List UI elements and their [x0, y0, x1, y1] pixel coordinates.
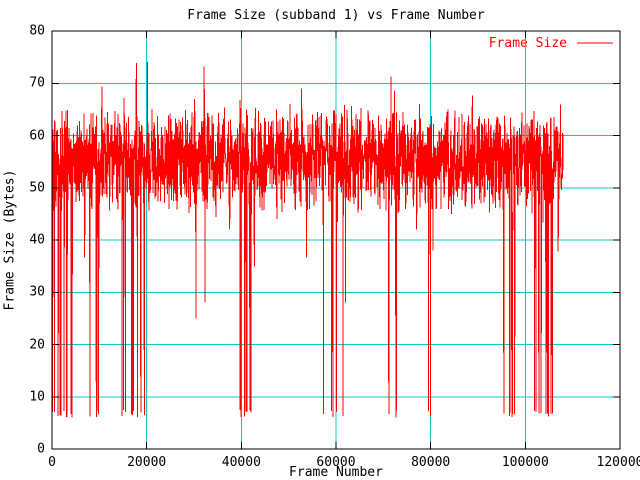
x-tick-label: 100000: [501, 455, 549, 470]
x-tick-label: 60000: [316, 455, 356, 470]
x-axis-label: Frame Number: [289, 465, 383, 480]
y-tick-label: 30: [29, 284, 45, 300]
x-tick-label: 0: [48, 455, 56, 470]
x-tick-label: 40000: [221, 455, 261, 470]
axis-ticks: [51, 30, 621, 450]
y-tick-label: 80: [29, 23, 45, 39]
chart-title: Frame Size (subband 1) vs Frame Number: [187, 8, 485, 23]
y-tick-label: 40: [29, 232, 45, 248]
y-tick-label: 70: [29, 75, 45, 91]
x-tick-label: 80000: [411, 455, 451, 470]
legend-label: Frame Size: [488, 36, 567, 51]
x-tick-label: 20000: [127, 455, 167, 470]
y-tick-label: 20: [29, 337, 45, 352]
y-tick-label: 0: [37, 441, 45, 457]
x-tick-label: 120000: [596, 455, 640, 470]
y-tick-label: 60: [29, 128, 45, 143]
legend: Frame Size: [489, 36, 567, 51]
y-tick-label: 10: [29, 389, 45, 405]
series-frame-size: [51, 61, 564, 418]
y-tick-label: 50: [29, 180, 45, 196]
